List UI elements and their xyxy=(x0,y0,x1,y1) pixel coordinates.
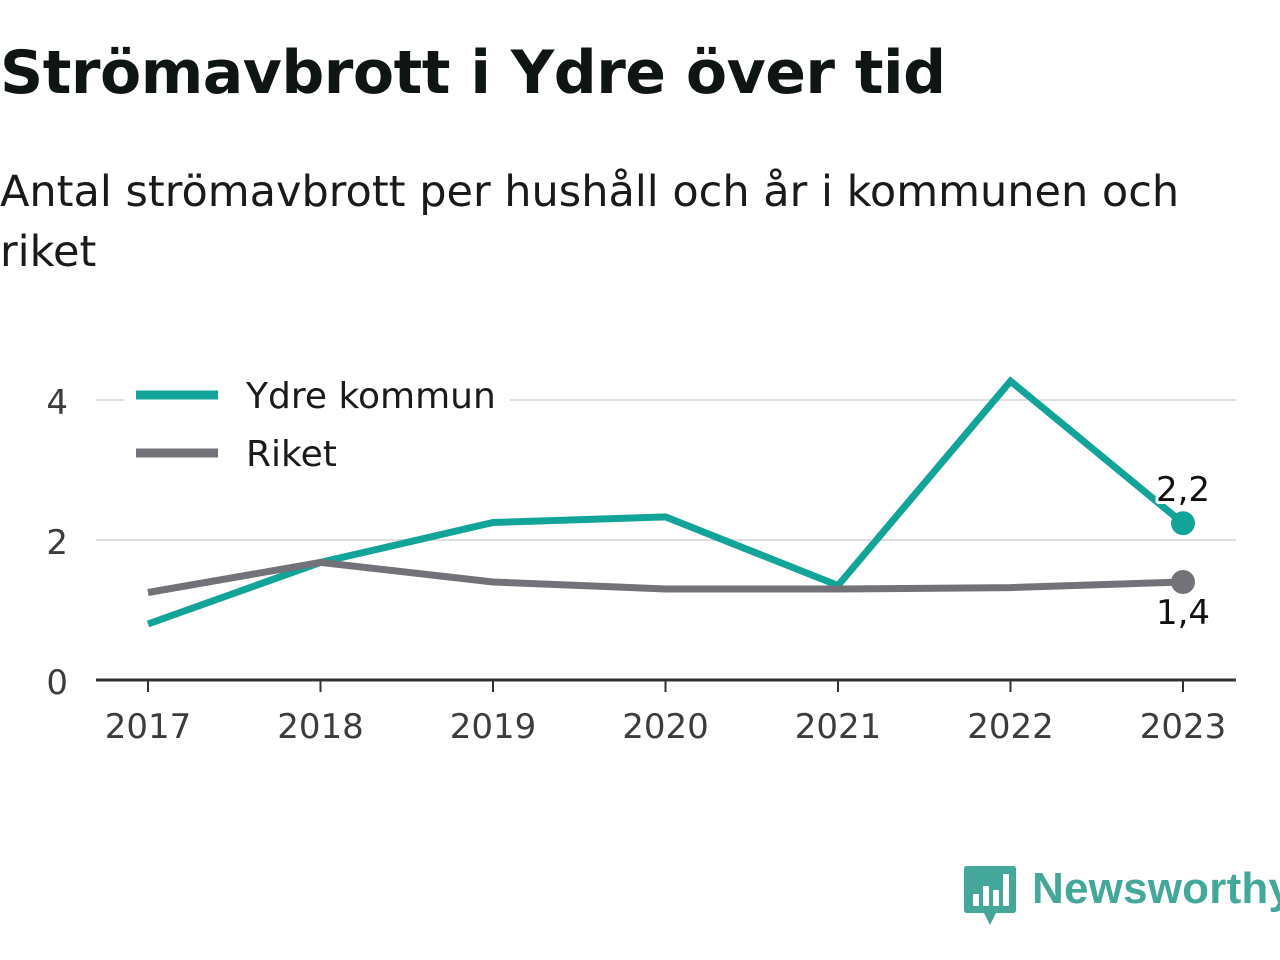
data-label-end: 1,4 xyxy=(1156,593,1210,633)
series-lines xyxy=(146,376,1195,628)
x-tick-label: 2023 xyxy=(1140,707,1227,747)
newsworthy-logo-icon xyxy=(964,866,1016,925)
x-tick-label: 2018 xyxy=(277,707,364,747)
x-tick-label: 2022 xyxy=(967,707,1054,747)
legend-background xyxy=(124,365,510,487)
data-label-end: 2,2 xyxy=(1156,470,1210,510)
brand-logo: Newsworthy xyxy=(964,864,1280,926)
x-tick-label: 2017 xyxy=(105,707,192,747)
legend-label: Ydre kommun xyxy=(245,376,496,417)
data-labels: 2,2 1,4 xyxy=(1153,467,1213,636)
series-line-riket xyxy=(147,558,1184,596)
brand-name: Newsworthy xyxy=(1032,864,1280,913)
y-tick-label: 0 xyxy=(46,663,68,703)
series-end-marker xyxy=(1171,511,1195,536)
x-tick-label: 2019 xyxy=(450,707,537,747)
x-tick-label: 2020 xyxy=(622,707,709,747)
legend: Ydre kommun Riket xyxy=(124,365,510,487)
x-tick-label: 2021 xyxy=(795,707,882,747)
y-tick-label: 4 xyxy=(46,383,68,423)
axes: 0 2 4 2017 2018 2019 2020 2021 2022 2023 xyxy=(46,383,1236,747)
legend-label: Riket xyxy=(246,434,337,475)
series-end-marker xyxy=(1171,570,1195,594)
chart-title: Strömavbrott i Ydre över tid xyxy=(0,38,946,108)
chart-subtitle: Antal strömavbrott per hushåll och år i … xyxy=(0,167,1180,277)
y-tick-label: 2 xyxy=(46,523,68,563)
